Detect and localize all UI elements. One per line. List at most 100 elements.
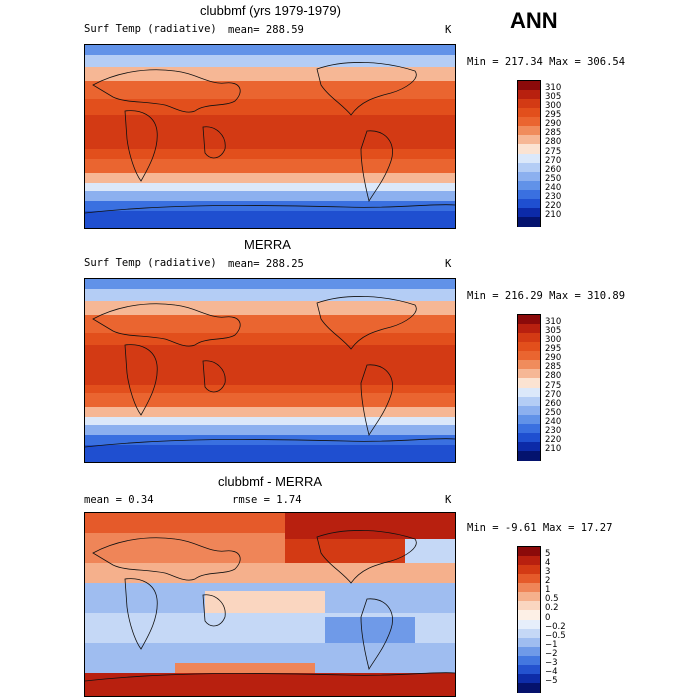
panel-1-temperature-field bbox=[85, 45, 455, 228]
season-label: ANN bbox=[510, 8, 558, 33]
colorbar-tick-label: 240 bbox=[545, 416, 562, 427]
colorbar-swatch bbox=[518, 342, 540, 352]
colorbar-swatch bbox=[518, 324, 540, 334]
colorbar-swatch bbox=[518, 396, 540, 407]
colorbar-swatch bbox=[518, 207, 540, 218]
colorbar-tick-label: 270 bbox=[545, 155, 562, 166]
colorbar-tick-label: 290 bbox=[545, 353, 562, 364]
panel-2-map bbox=[84, 278, 456, 463]
colorbar-tick-label: 290 bbox=[545, 119, 562, 130]
colorbar-tick-label: 285 bbox=[545, 128, 562, 139]
colorbar-tick-label: 300 bbox=[545, 335, 562, 346]
colorbar-swatch bbox=[518, 646, 540, 657]
colorbar-tick-label: −2 bbox=[545, 648, 558, 659]
colorbar-swatch bbox=[518, 171, 540, 182]
colorbar-tick-label: 285 bbox=[545, 362, 562, 373]
colorbar-swatch bbox=[518, 592, 540, 602]
panel-3-units: K bbox=[445, 494, 452, 506]
colorbar-swatch bbox=[518, 450, 540, 461]
colorbar-tick-label: 250 bbox=[545, 173, 562, 184]
colorbar-swatch bbox=[518, 99, 540, 109]
colorbar-tick-label: 3 bbox=[545, 567, 551, 578]
colorbar-swatch bbox=[518, 153, 540, 164]
panel-2-field: Surf Temp (radiative) bbox=[84, 257, 217, 269]
colorbar-tick-label: 260 bbox=[545, 398, 562, 409]
colorbar-tick-label: 0.5 bbox=[545, 594, 559, 605]
colorbar-tick-label: 270 bbox=[545, 389, 562, 400]
colorbar-tick-label: 220 bbox=[545, 434, 562, 445]
colorbar-swatch bbox=[518, 126, 540, 136]
colorbar-swatch bbox=[518, 628, 540, 639]
colorbar-swatch bbox=[518, 108, 540, 118]
colorbar-swatch bbox=[518, 414, 540, 425]
colorbar-tick-label: 310 bbox=[545, 83, 562, 94]
colorbar-swatch bbox=[518, 81, 540, 91]
colorbar-tick-label: 305 bbox=[545, 326, 562, 337]
panel-1-mean: mean= 288.59 bbox=[228, 24, 304, 36]
colorbar-swatch bbox=[518, 315, 540, 325]
colorbar-tick-label: 2 bbox=[545, 576, 551, 587]
colorbar-swatch bbox=[518, 619, 540, 630]
colorbar-tick-label: 280 bbox=[545, 137, 562, 148]
panel-2-range: Min = 216.29 Max = 310.89 bbox=[467, 290, 626, 302]
colorbar-swatch bbox=[518, 610, 540, 620]
colorbar-swatch bbox=[518, 682, 540, 693]
colorbar-tick-label: 275 bbox=[545, 146, 562, 157]
colorbar-swatch bbox=[518, 369, 540, 379]
colorbar-tick-label: 230 bbox=[545, 425, 562, 436]
colorbar-swatch bbox=[518, 547, 540, 557]
colorbar-swatch bbox=[518, 405, 540, 416]
colorbar-tick-label: −5 bbox=[545, 675, 558, 686]
panel-3-range: Min = -9.61 Max = 17.27 bbox=[467, 522, 613, 534]
colorbar-tick-label: 230 bbox=[545, 191, 562, 202]
colorbar-swatch bbox=[518, 216, 540, 227]
panel-1-units: K bbox=[445, 24, 452, 36]
colorbar-tick-label: 0 bbox=[545, 612, 551, 623]
panel-2-mean: mean= 288.25 bbox=[228, 258, 304, 270]
panel-3-difference-field bbox=[85, 513, 455, 696]
colorbar-tick-label: 0.2 bbox=[545, 603, 559, 614]
colorbar-tick-label: −0.5 bbox=[545, 630, 566, 641]
colorbar-swatch bbox=[518, 198, 540, 209]
colorbar-swatch bbox=[518, 664, 540, 675]
colorbar-tick-label: 4 bbox=[545, 558, 551, 569]
panel-2-title: MERRA bbox=[244, 237, 291, 252]
panel-3-title: clubbmf - MERRA bbox=[218, 474, 323, 489]
panel-3-mean: mean = 0.34 bbox=[84, 494, 154, 506]
colorbar-swatch bbox=[518, 162, 540, 173]
colorbar-tick-label: 220 bbox=[545, 200, 562, 211]
panel-1-range: Min = 217.34 Max = 306.54 bbox=[467, 56, 626, 68]
panel-1-map bbox=[84, 44, 456, 229]
panel-3-rmse: rmse = 1.74 bbox=[232, 494, 302, 506]
colorbar-swatch bbox=[518, 180, 540, 191]
colorbar-tick-label: 300 bbox=[545, 101, 562, 112]
colorbar-tick-label: 260 bbox=[545, 164, 562, 175]
colorbar-swatch bbox=[518, 601, 540, 611]
colorbar-swatch bbox=[518, 637, 540, 648]
colorbar-tick-label: 210 bbox=[545, 209, 562, 220]
colorbar-tick-label: 295 bbox=[545, 344, 562, 355]
panel-2-temperature-field bbox=[85, 279, 455, 462]
colorbar-swatch bbox=[518, 432, 540, 443]
colorbar-tick-label: −3 bbox=[545, 657, 558, 668]
colorbar-tick-label: 1 bbox=[545, 585, 551, 596]
colorbar-swatch bbox=[518, 655, 540, 666]
colorbar-swatch bbox=[518, 333, 540, 343]
colorbar-swatch bbox=[518, 189, 540, 200]
colorbar-tick-label: 275 bbox=[545, 380, 562, 391]
colorbar-tick-label: 250 bbox=[545, 407, 562, 418]
colorbar-swatch bbox=[518, 144, 540, 154]
colorbar-tick-label: 5 bbox=[545, 549, 551, 560]
panel-1-colorbar bbox=[517, 80, 541, 227]
panel-1-title: clubbmf (yrs 1979-1979) bbox=[200, 3, 341, 18]
colorbar-swatch bbox=[518, 441, 540, 452]
colorbar-swatch bbox=[518, 565, 540, 575]
panel-2-colorbar bbox=[517, 314, 541, 461]
colorbar-tick-label: 280 bbox=[545, 371, 562, 382]
colorbar-tick-label: −4 bbox=[545, 666, 558, 677]
colorbar-swatch bbox=[518, 423, 540, 434]
colorbar-swatch bbox=[518, 360, 540, 370]
colorbar-tick-label: 310 bbox=[545, 317, 562, 328]
panel-3-colorbar bbox=[517, 546, 541, 693]
colorbar-tick-label: 295 bbox=[545, 110, 562, 121]
